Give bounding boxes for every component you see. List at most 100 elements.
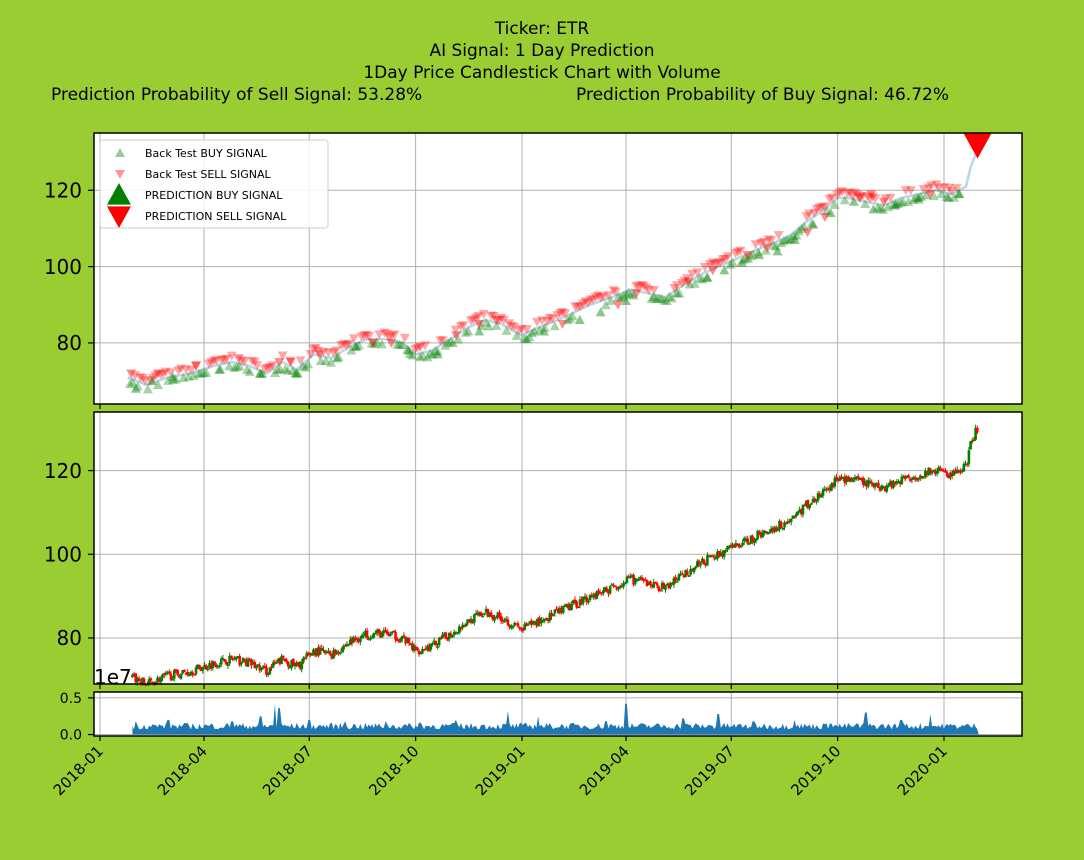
- sell-signal-marker: [451, 331, 462, 341]
- buy-signal-marker: [883, 202, 894, 212]
- buy-signal-marker: [829, 199, 840, 209]
- buy-signal-marker: [417, 350, 428, 360]
- buy-signal-marker: [167, 372, 178, 382]
- candle-body: [722, 550, 726, 557]
- candle-body: [702, 559, 706, 565]
- candle-body: [395, 638, 399, 641]
- candle-body: [441, 634, 444, 639]
- sell-signal-marker: [762, 243, 773, 253]
- sell-signal-marker: [946, 186, 957, 196]
- sell-signal-marker: [313, 346, 324, 356]
- candle-body: [540, 619, 543, 624]
- sell-signal-marker: [603, 291, 614, 301]
- candle-body: [248, 658, 252, 661]
- sell-signal-marker: [191, 360, 202, 370]
- candle-body: [707, 555, 711, 557]
- sell-signal-marker: [409, 345, 420, 355]
- buy-signal-marker: [534, 325, 545, 335]
- candle-body: [318, 647, 322, 655]
- sell-signal-marker: [575, 302, 586, 312]
- candle-body: [935, 470, 939, 474]
- candle-body: [751, 536, 754, 543]
- candle-body: [838, 476, 842, 481]
- candle-body: [955, 469, 959, 473]
- candle-body: [194, 667, 198, 674]
- candle-body: [932, 469, 936, 472]
- candle-body: [191, 672, 195, 676]
- sell-signal-marker: [804, 209, 815, 219]
- candle-body: [793, 516, 796, 518]
- candle-body: [714, 557, 718, 560]
- candle-body: [917, 477, 920, 480]
- sell-signal-marker: [692, 268, 703, 278]
- candle-body: [360, 635, 364, 639]
- legend-buy-prediction-icon: [107, 183, 131, 205]
- candle-body: [370, 636, 374, 639]
- candle-body: [382, 630, 386, 634]
- buy-signal-marker: [483, 321, 494, 331]
- candle-body: [950, 472, 954, 477]
- sell-signal-marker: [356, 332, 367, 342]
- buy-signal-marker: [954, 188, 965, 198]
- buy-signal-marker: [623, 287, 634, 297]
- candle-body: [674, 577, 677, 581]
- candle-body: [960, 470, 964, 473]
- candle-body: [188, 674, 191, 677]
- candle-body: [825, 488, 828, 491]
- sell-signal-marker: [707, 258, 718, 268]
- sell-signal-marker: [206, 357, 217, 367]
- sell-signal-marker: [336, 341, 347, 351]
- candle-body: [905, 476, 909, 479]
- sell-signal-marker: [608, 286, 619, 296]
- candle-body: [421, 649, 424, 654]
- sell-signal-marker: [847, 191, 858, 201]
- candle-body: [618, 586, 622, 588]
- candle-body: [280, 656, 283, 664]
- candle-body: [974, 427, 977, 440]
- candle-body: [446, 639, 449, 641]
- sell-signal-marker: [683, 277, 694, 287]
- candle-body: [645, 579, 649, 587]
- sell-signal-marker: [931, 180, 942, 190]
- candle-body: [940, 469, 944, 471]
- candle-body: [647, 582, 651, 585]
- candle-body: [387, 633, 391, 636]
- candle-body: [964, 463, 967, 466]
- candle-body: [535, 620, 538, 626]
- candle-body: [245, 660, 248, 667]
- candle-body: [338, 652, 342, 654]
- candle-body: [781, 527, 785, 530]
- buy-signal-marker: [697, 274, 708, 284]
- buy-signal-marker: [142, 384, 153, 394]
- buy-signal-marker: [303, 359, 314, 369]
- buy-signal-marker: [460, 327, 471, 337]
- candle-body: [412, 645, 416, 651]
- volume-area: [132, 703, 979, 735]
- candle-body: [181, 670, 184, 674]
- candle-body: [466, 619, 469, 624]
- candle-body: [384, 629, 387, 633]
- candle-body: [888, 481, 892, 486]
- volume-panel: 0.0 0.5: [60, 691, 1023, 744]
- sell-signal-marker: [496, 313, 507, 323]
- candle-body: [878, 487, 882, 491]
- sell-signal-marker: [343, 339, 354, 349]
- sell-signal-marker: [135, 373, 146, 383]
- candle-body: [771, 527, 775, 532]
- sell-signal-marker: [208, 356, 219, 366]
- candle-body: [424, 648, 428, 651]
- sell-signal-marker: [554, 309, 565, 319]
- candle-body: [478, 612, 481, 616]
- candle-body: [623, 582, 627, 585]
- signal-panel: 80 100 120 Back Test BUY SIGNAL Back Test SE…: [44, 132, 1023, 409]
- candle-body: [791, 515, 795, 519]
- sell-signal-marker: [837, 187, 848, 197]
- sell-signal-marker: [593, 291, 604, 301]
- candle-body: [526, 624, 530, 626]
- sell-signal-marker: [537, 316, 548, 326]
- candle-body: [803, 504, 806, 507]
- buy-signal-marker: [201, 367, 212, 377]
- candle-body: [228, 655, 231, 664]
- sell-signal-marker: [318, 347, 329, 357]
- buy-signal-marker: [674, 288, 685, 298]
